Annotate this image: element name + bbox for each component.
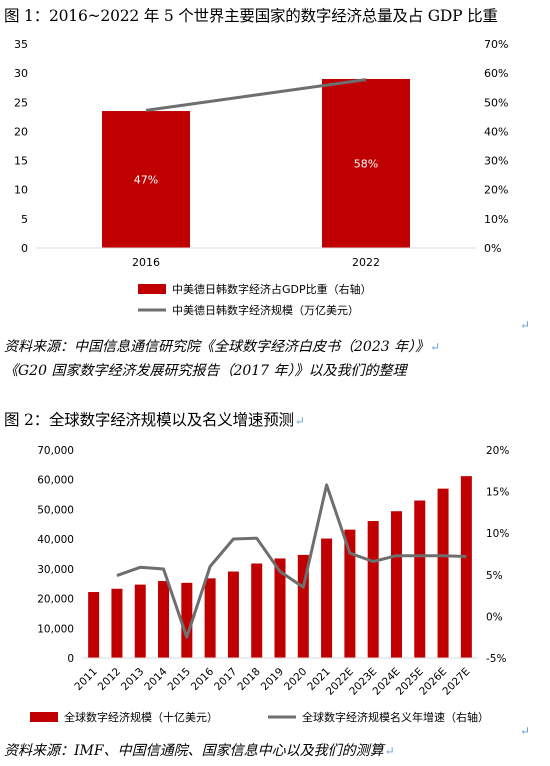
figure2-title-text: 图 2：全球数字经济规模以及名义增速预测 xyxy=(4,411,294,429)
x-tick-label: 2020 xyxy=(282,666,309,693)
chart2-x-axis: 2011201220132014201520162017201820192020… xyxy=(72,657,478,698)
figure2-source: 资料来源：IMF、中国信通院、国家信息中心以及我们的测算↵ xyxy=(4,740,395,760)
bar xyxy=(181,582,193,658)
bar xyxy=(367,521,379,658)
x-tick-label: 2013 xyxy=(119,666,146,693)
return-mark-icon: ↵ xyxy=(520,318,531,332)
left-tick-label: 30 xyxy=(14,67,28,80)
legend-label: 中美德日韩数字经济占GDP比重（右轴） xyxy=(172,282,372,296)
right-tick-label: 10% xyxy=(484,213,508,226)
left-tick-label: 5 xyxy=(21,213,28,226)
source-text: 《G20 国家数字经济发展研究报告（2017 年）》以及我们的整理 xyxy=(4,363,407,379)
legend-swatch xyxy=(30,712,58,722)
x-tick-label: 2015 xyxy=(166,666,193,693)
left-tick-label: 40,000 xyxy=(37,534,74,546)
figure1-source-line1: 资料来源：中国信息通信研究院《全球数字经济白皮书（2023 年）》↵ xyxy=(4,336,440,356)
left-tick-label: 10 xyxy=(14,184,28,197)
right-tick-label: 30% xyxy=(484,155,508,168)
right-tick-label: 15% xyxy=(486,487,509,499)
right-tick-label: -5% xyxy=(486,653,506,665)
figure2-title: 图 2：全球数字经济规模以及名义增速预测↵ xyxy=(4,408,305,430)
right-tick-label: 5% xyxy=(486,570,503,582)
bar xyxy=(321,538,333,658)
chart1-svg: 0 5 10 15 20 25 30 35 0% 10% 20% 30% 40% 50% 60% 70% 4… xyxy=(14,38,508,317)
legend-label: 全球数字经济规模（十亿美元） xyxy=(64,710,218,724)
legend-label: 全球数字经济规模名义年增速（右轴） xyxy=(302,710,489,724)
right-tick-label: 10% xyxy=(486,528,509,540)
bar xyxy=(437,488,449,658)
chart1-bars: 47% 58% xyxy=(102,78,410,249)
left-tick-label: 0 xyxy=(67,653,74,665)
bar-data-label: 47% xyxy=(134,174,158,187)
bar xyxy=(204,578,216,658)
right-tick-label: 60% xyxy=(484,67,508,80)
legend-label: 中美德日韩数字经济规模（万亿美元） xyxy=(172,303,359,317)
left-tick-label: 20,000 xyxy=(37,594,74,606)
bar-data-label: 58% xyxy=(354,157,378,170)
chart1-legend: 中美德日韩数字经济占GDP比重（右轴） 中美德日韩数字经济规模（万亿美元） xyxy=(138,282,372,317)
chart1-right-axis: 0% 10% 20% 30% 40% 50% 60% 70% xyxy=(484,38,508,255)
chart1-left-axis: 0 5 10 15 20 25 30 35 xyxy=(14,38,28,255)
right-tick-label: 0% xyxy=(484,242,501,255)
bar xyxy=(111,588,123,658)
bar xyxy=(251,563,263,658)
chart2-left-axis: 0 10,000 20,000 30,000 40,000 50,000 60,000 70,… xyxy=(37,445,74,665)
chart2-svg: 0 10,000 20,000 30,000 40,000 50,000 60,000 70,… xyxy=(30,445,509,724)
return-mark-icon: ↵ xyxy=(384,744,395,758)
left-tick-label: 20 xyxy=(14,125,28,138)
bar xyxy=(88,592,100,658)
left-tick-label: 60,000 xyxy=(37,475,74,487)
chart1-line xyxy=(145,78,367,112)
figure1-title: 图 1：2016~2022 年 5 个世界主要国家的数字经济总量及占 GDP 比… xyxy=(4,7,498,25)
chart2-line xyxy=(116,483,467,639)
x-tick-label: 2014 xyxy=(142,665,170,693)
right-tick-label: 0% xyxy=(486,611,503,623)
series-line xyxy=(145,78,367,112)
series-line xyxy=(116,483,467,639)
x-tick-label: 2012 xyxy=(96,666,123,693)
x-tick-label: 2016 xyxy=(189,665,217,693)
left-tick-label: 30,000 xyxy=(37,564,74,576)
left-tick-label: 70,000 xyxy=(37,445,74,457)
left-tick-label: 0 xyxy=(21,242,28,255)
chart2-bars xyxy=(88,476,472,658)
return-mark-icon: ↵ xyxy=(294,414,305,428)
x-tick-label: 2017 xyxy=(212,666,239,693)
x-tick-label: 2019 xyxy=(259,666,286,693)
chart1-x-axis: 2016 2022 xyxy=(36,247,476,269)
left-tick-label: 10,000 xyxy=(37,623,74,635)
right-tick-label: 40% xyxy=(484,125,508,138)
bar xyxy=(390,511,402,658)
source-text: 资料来源：IMF、中国信通院、国家信息中心以及我们的测算 xyxy=(4,743,384,759)
x-tick-label: 2022 xyxy=(352,256,380,269)
source-text: 资料来源：中国信息通信研究院《全球数字经济白皮书（2023 年）》 xyxy=(4,339,430,355)
right-tick-label: 70% xyxy=(484,38,508,51)
left-tick-label: 50,000 xyxy=(37,504,74,516)
bar xyxy=(227,571,239,658)
right-tick-label: 20% xyxy=(486,445,509,457)
right-tick-label: 20% xyxy=(484,184,508,197)
return-mark-icon: ↵ xyxy=(430,340,441,354)
x-tick-label: 2016 xyxy=(132,256,160,269)
figure1-source-line2: 《G20 国家数字经济发展研究报告（2017 年）》以及我们的整理 xyxy=(4,360,407,380)
return-mark-icon: ↵ xyxy=(520,724,531,738)
bar xyxy=(158,581,170,658)
left-tick-label: 25 xyxy=(14,96,28,109)
x-tick-label: 2018 xyxy=(235,666,262,693)
bar xyxy=(460,476,472,658)
x-tick-label: 2011 xyxy=(72,666,99,693)
bar xyxy=(297,554,309,658)
right-tick-label: 50% xyxy=(484,96,508,109)
chart2-right-axis: -5% 0% 5% 10% 15% 20% xyxy=(486,445,509,665)
legend-swatch xyxy=(138,284,166,294)
left-tick-label: 35 xyxy=(14,38,28,51)
left-tick-label: 15 xyxy=(14,155,28,168)
bar xyxy=(102,111,190,249)
bar xyxy=(414,500,426,658)
bar xyxy=(134,584,146,658)
chart2-legend: 全球数字经济规模（十亿美元） 全球数字经济规模名义年增速（右轴） xyxy=(30,710,489,724)
bar xyxy=(274,558,286,658)
bar xyxy=(322,78,410,248)
bar xyxy=(344,529,356,658)
